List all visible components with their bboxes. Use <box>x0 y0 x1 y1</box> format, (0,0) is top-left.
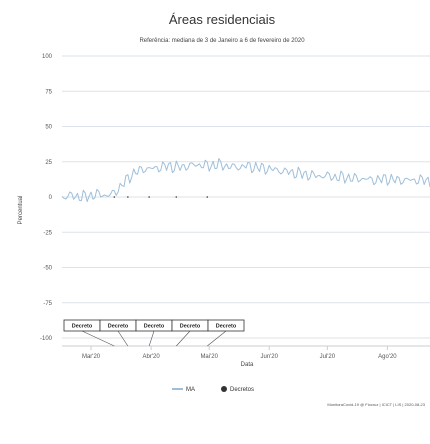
decree-box <box>207 319 245 332</box>
decree-label: Decreto <box>180 324 201 330</box>
decree-leader-line <box>148 330 155 347</box>
series-layer <box>61 158 430 203</box>
decree-label: Decreto <box>144 324 165 330</box>
decree-leader-line <box>176 330 191 347</box>
decree-label: Decreto <box>108 324 129 330</box>
x-tick-label: Mar'20 <box>82 354 101 360</box>
y-tick-label: -25 <box>43 230 52 236</box>
decree-dot <box>127 196 129 198</box>
source-credit: MonitoraCovid-19 @ Fiocruz | ICICT | LIS… <box>327 402 425 407</box>
legend: MA Decretos <box>172 386 254 393</box>
decree-dot <box>148 196 150 198</box>
x-axis: Mar'20 Abr'20 Mai'20 Jun'20 Jul'20 Ago'20 <box>62 345 430 360</box>
series-line-ma <box>61 158 430 203</box>
y-tick-label: 75 <box>45 89 52 95</box>
legend-decree-label: Decretos <box>230 387 254 393</box>
x-tick-label: Jul'20 <box>320 354 336 360</box>
x-axis-title: Data <box>241 362 254 368</box>
y-tick-label: -100 <box>40 336 53 342</box>
chart-subtitle: Referência: mediana de 3 de Janeiro a 6 … <box>139 38 305 44</box>
decree-dot <box>206 196 209 198</box>
decree-dot <box>175 196 178 198</box>
x-tick-label: Mai'20 <box>200 354 218 360</box>
x-tick-label: Ago'20 <box>378 354 397 360</box>
grid <box>62 55 430 339</box>
y-tick-label: -50 <box>43 266 52 272</box>
y-axis: 100 75 50 25 0 -25 -50 -75 -100 <box>40 54 53 342</box>
chart-title: Áreas residenciais <box>169 12 276 27</box>
decree-label: Decreto <box>216 324 237 330</box>
decree-label: Decreto <box>72 324 93 330</box>
y-tick-label: 0 <box>49 195 53 201</box>
decree-markers: Decreto Decreto Decreto Decreto Decreto <box>63 196 245 347</box>
y-tick-label: 25 <box>45 160 52 166</box>
decree-leader-line <box>81 330 115 347</box>
decree-leader-line <box>117 330 129 347</box>
x-tick-label: Abr'20 <box>143 354 161 360</box>
y-tick-label: -75 <box>43 301 52 307</box>
y-tick-label: 100 <box>42 54 53 60</box>
legend-ma-label: MA <box>186 387 195 393</box>
decree-leader-line <box>207 330 227 347</box>
x-tick-label: Jun'20 <box>260 354 278 360</box>
y-axis-title: Percentual <box>18 196 24 225</box>
decree-dot <box>113 196 116 198</box>
y-tick-label: 50 <box>45 125 52 131</box>
legend-decree-marker <box>221 386 227 392</box>
